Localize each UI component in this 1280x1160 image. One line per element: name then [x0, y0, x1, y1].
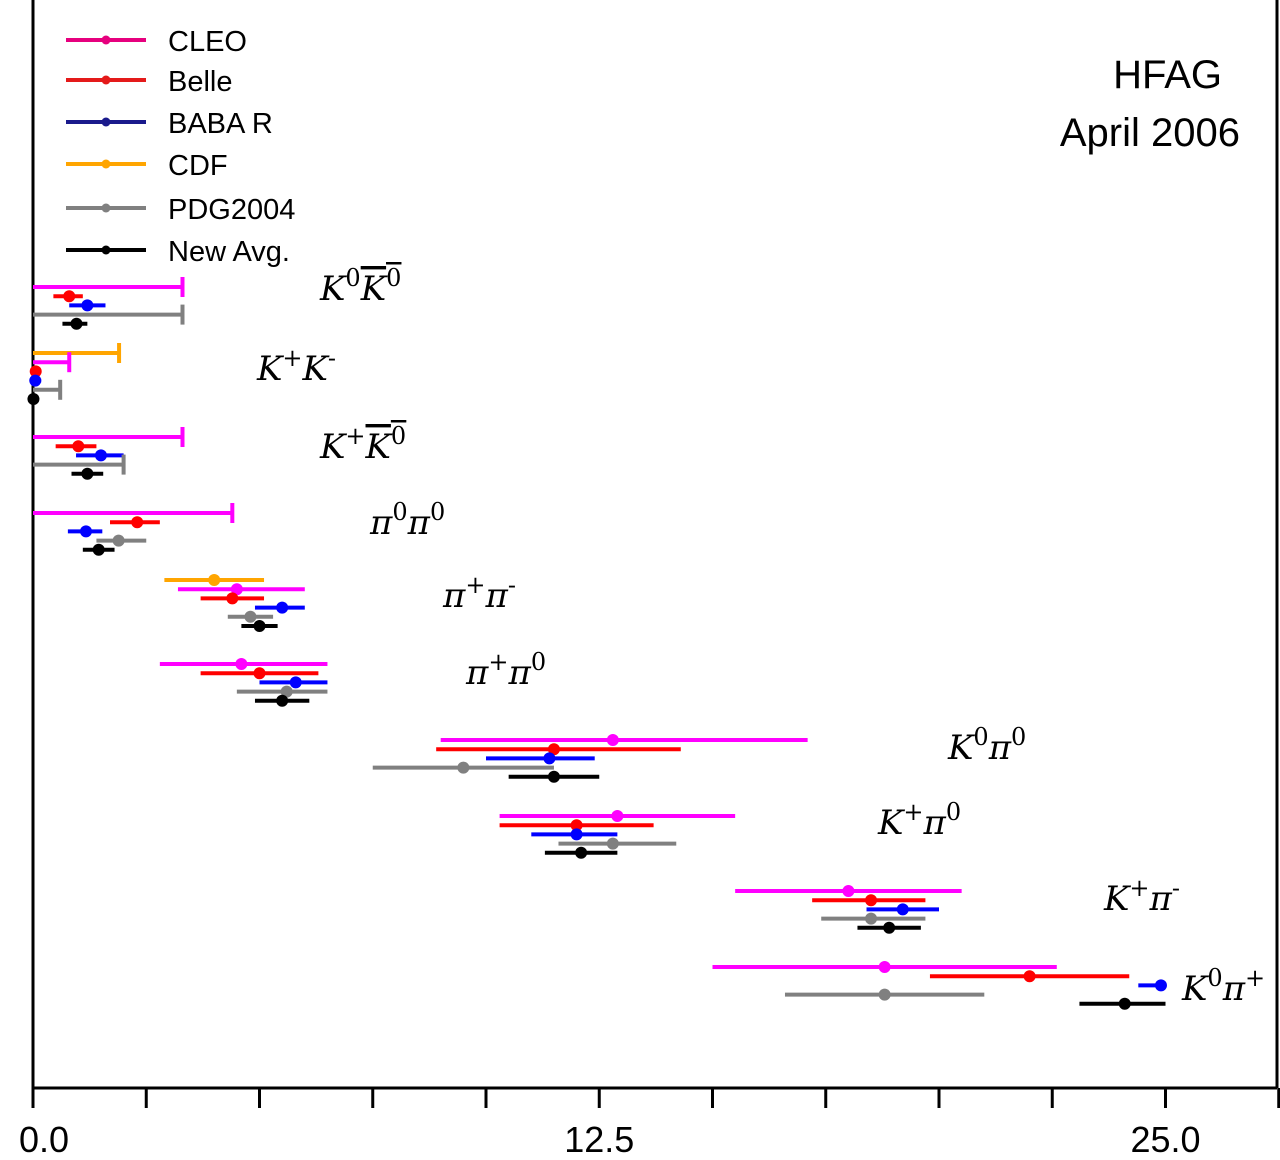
group-4 — [164, 574, 305, 632]
x-tick-label-2: 25.0 — [1130, 1119, 1200, 1160]
measurement-8-belle-point — [865, 894, 878, 907]
measurement-6-baba-r-point — [543, 752, 556, 765]
legend-label-baba-r: BABA R — [168, 108, 273, 140]
subtitle: HFAG April 2006 — [1060, 53, 1240, 155]
measurement-8-baba-r-point — [896, 903, 909, 916]
measurement-5-cleo-point — [235, 658, 248, 670]
legend-marker-baba-r — [101, 117, 111, 127]
group-8 — [735, 885, 962, 934]
measurement-1-baba-r-point — [29, 374, 42, 387]
measurement-4-pdg2004-point — [244, 610, 257, 623]
x-tick-labels: 0.0 12.5 25.0 — [19, 1119, 1201, 1160]
legend-marker-belle — [101, 75, 111, 85]
measurement-2-baba-r-point — [94, 449, 107, 462]
group-9 — [712, 961, 1167, 1010]
legend-label-cleo: CLEO — [168, 26, 247, 58]
measurement-8-cleo-point — [842, 885, 855, 897]
measurement-4-new-avg-point — [253, 620, 266, 632]
legend-entry-new-avg: New Avg. — [66, 236, 290, 268]
measurement-0-belle-point — [63, 290, 76, 303]
group-label-4: π+π- — [442, 571, 516, 616]
x-tick-label-0: 0.0 — [19, 1119, 69, 1160]
measurement-7-baba-r-point — [570, 828, 583, 841]
measurement-4-baba-r-point — [276, 601, 289, 614]
measurement-9-baba-r-point — [1154, 979, 1167, 992]
group-3 — [33, 503, 235, 556]
group-2 — [33, 427, 185, 480]
group-0 — [33, 277, 185, 330]
legend-marker-new-avg — [101, 245, 111, 255]
measurement-6-cleo-point — [606, 734, 619, 746]
measurement-7-pdg2004-point — [606, 837, 619, 850]
measurement-3-new-avg-point — [92, 543, 105, 556]
group-label-5: π+π0 — [465, 648, 546, 693]
x-tick-label-1: 12.5 — [564, 1119, 634, 1160]
measurement-6-new-avg-point — [547, 770, 560, 783]
legend-entry-cdf: CDF — [66, 150, 228, 182]
measurement-2-belle-point — [72, 440, 85, 453]
measurement-6-pdg2004-point — [457, 761, 470, 774]
measurement-8-new-avg-point — [883, 921, 896, 934]
legend: CLEO Belle BABA R CDF PDG2004 New Avg. — [66, 26, 295, 268]
measurement-5-baba-r-point — [289, 676, 302, 689]
measurement-7-new-avg-point — [575, 846, 588, 859]
group-label-1: K+K- — [256, 344, 336, 389]
measurement-9-cleo-point — [878, 961, 891, 973]
legend-marker-pdg2004 — [101, 203, 111, 213]
measurement-1-new-avg-point — [27, 393, 40, 405]
legend-label-pdg2004: PDG2004 — [168, 194, 295, 226]
measurement-3-pdg2004-point — [112, 534, 125, 547]
legend-entry-belle: Belle — [66, 66, 233, 98]
measurement-8-pdg2004-point — [865, 912, 878, 925]
measurement-4-cdf-point — [208, 574, 221, 586]
legend-entry-cleo: CLEO — [66, 26, 247, 58]
measurement-9-pdg2004-point — [878, 988, 891, 1001]
decay-mode-labels: K0K0 K+K- K+K0 π0π0 π+π-π+π0 K0π0 K+π0 K+π-K0π+ — [256, 264, 1265, 1009]
legend-label-new-avg: New Avg. — [168, 236, 290, 268]
measurement-3-baba-r-point — [80, 525, 93, 538]
group-label-7: K+π0 — [877, 798, 961, 843]
measurement-9-belle-point — [1023, 970, 1036, 983]
subtitle-line-1: HFAG — [1113, 53, 1222, 97]
group-label-0: K0K0 — [319, 264, 401, 309]
group-label-6: K0π0 — [947, 723, 1026, 768]
data-points — [27, 277, 1167, 1010]
group-5 — [159, 658, 328, 707]
measurement-0-baba-r-point — [81, 299, 94, 312]
group-6 — [372, 734, 808, 783]
group-label-8: K+π- — [1103, 874, 1180, 919]
legend-entry-baba-r: BABA R — [66, 108, 273, 140]
legend-label-cdf: CDF — [168, 150, 228, 182]
measurement-9-new-avg-point — [1118, 997, 1131, 1010]
measurement-5-belle-point — [253, 667, 266, 680]
group-7 — [499, 810, 736, 859]
measurement-5-pdg2004-point — [280, 685, 293, 698]
group-label-3: π0π0 — [369, 498, 445, 543]
subtitle-line-2: April 2006 — [1060, 111, 1240, 155]
legend-entry-pdg2004: PDG2004 — [66, 194, 295, 226]
measurement-1-belle-point — [29, 365, 42, 378]
legend-marker-cdf — [101, 159, 111, 169]
measurement-5-new-avg-point — [276, 694, 289, 707]
x-ticks — [31, 1088, 1280, 1108]
measurement-7-cleo-point — [611, 810, 624, 822]
group-label-2: K+K0 — [319, 422, 406, 467]
group-1 — [27, 343, 122, 405]
legend-label-belle: Belle — [168, 66, 233, 98]
measurement-0-new-avg-point — [70, 317, 83, 330]
legend-marker-cleo — [101, 35, 111, 45]
measurement-3-belle-point — [131, 516, 144, 529]
measurement-4-cleo-point — [230, 583, 243, 596]
measurement-6-belle-point — [547, 743, 560, 756]
measurement-2-new-avg-point — [81, 467, 94, 480]
group-label-9: K0π+ — [1181, 964, 1265, 1009]
measurement-4-belle-point — [226, 592, 239, 605]
measurement-7-belle-point — [570, 819, 583, 832]
